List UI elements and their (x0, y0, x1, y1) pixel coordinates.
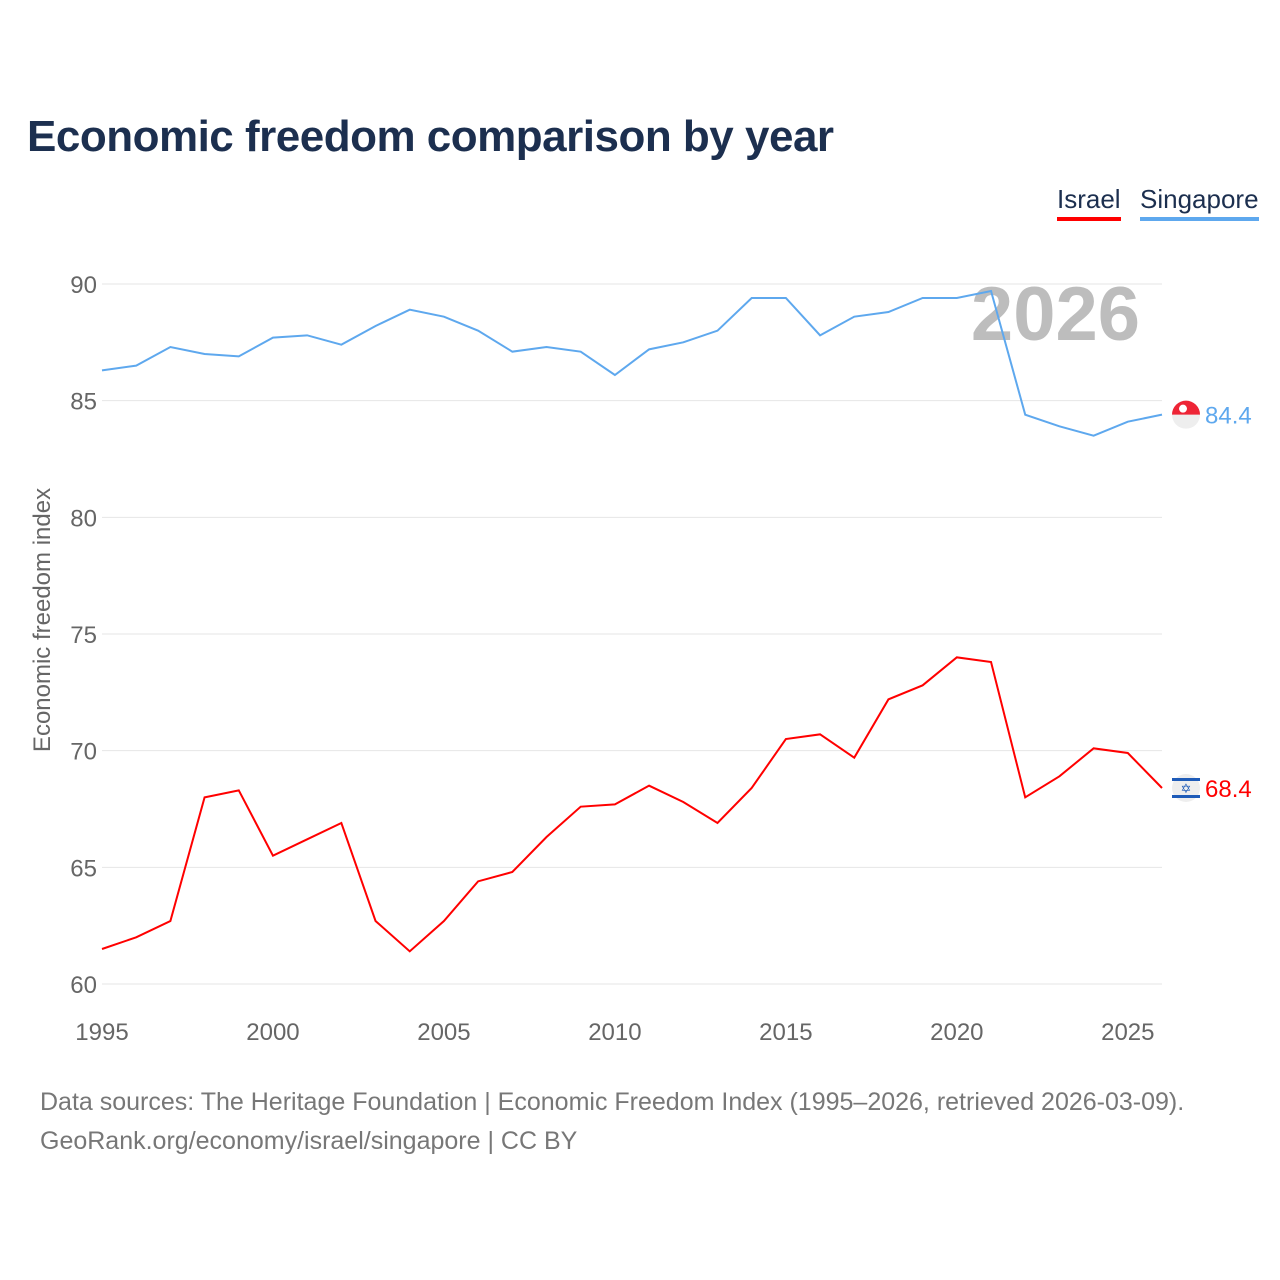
chart-title: Economic freedom comparison by year (27, 112, 834, 161)
x-tick-label: 2010 (588, 1019, 641, 1046)
y-tick-label: 75 (70, 622, 97, 649)
y-tick-label: 65 (70, 855, 97, 882)
y-tick-label: 70 (70, 739, 97, 766)
y-tick-label: 80 (70, 505, 97, 532)
y-tick-label: 85 (70, 389, 97, 416)
legend-singapore[interactable]: Singapore (1140, 184, 1259, 221)
y-tick-label: 90 (70, 272, 97, 299)
x-tick-label: 2000 (246, 1019, 299, 1046)
y-tick-label: 60 (70, 972, 97, 999)
x-tick-label: 2020 (930, 1019, 983, 1046)
x-tick-label: 2015 (759, 1019, 812, 1046)
israel-flag-stripe (1172, 795, 1200, 798)
year-watermark: 2026 (971, 272, 1140, 357)
singapore-flag-moon (1179, 404, 1187, 413)
israel-flag-stripe (1172, 778, 1200, 781)
footer-sources: Data sources: The Heritage Foundation | … (40, 1088, 1185, 1116)
end-value-label-singapore: 84.4 (1205, 403, 1252, 430)
x-tick-label: 2025 (1101, 1019, 1154, 1046)
israel-flag-star: ✡ (1181, 781, 1192, 796)
y-axis-label: Economic freedom index (29, 488, 56, 752)
series-line-israel (101, 656, 1163, 953)
legend-israel[interactable]: Israel (1057, 184, 1121, 221)
end-value-label-israel: 68.4 (1205, 776, 1252, 803)
footer-link[interactable]: GeoRank.org/economy/israel/singapore | C… (40, 1127, 578, 1155)
x-tick-label: 1995 (75, 1019, 128, 1046)
x-tick-label: 2005 (417, 1019, 470, 1046)
series-line-singapore (101, 289, 1163, 437)
